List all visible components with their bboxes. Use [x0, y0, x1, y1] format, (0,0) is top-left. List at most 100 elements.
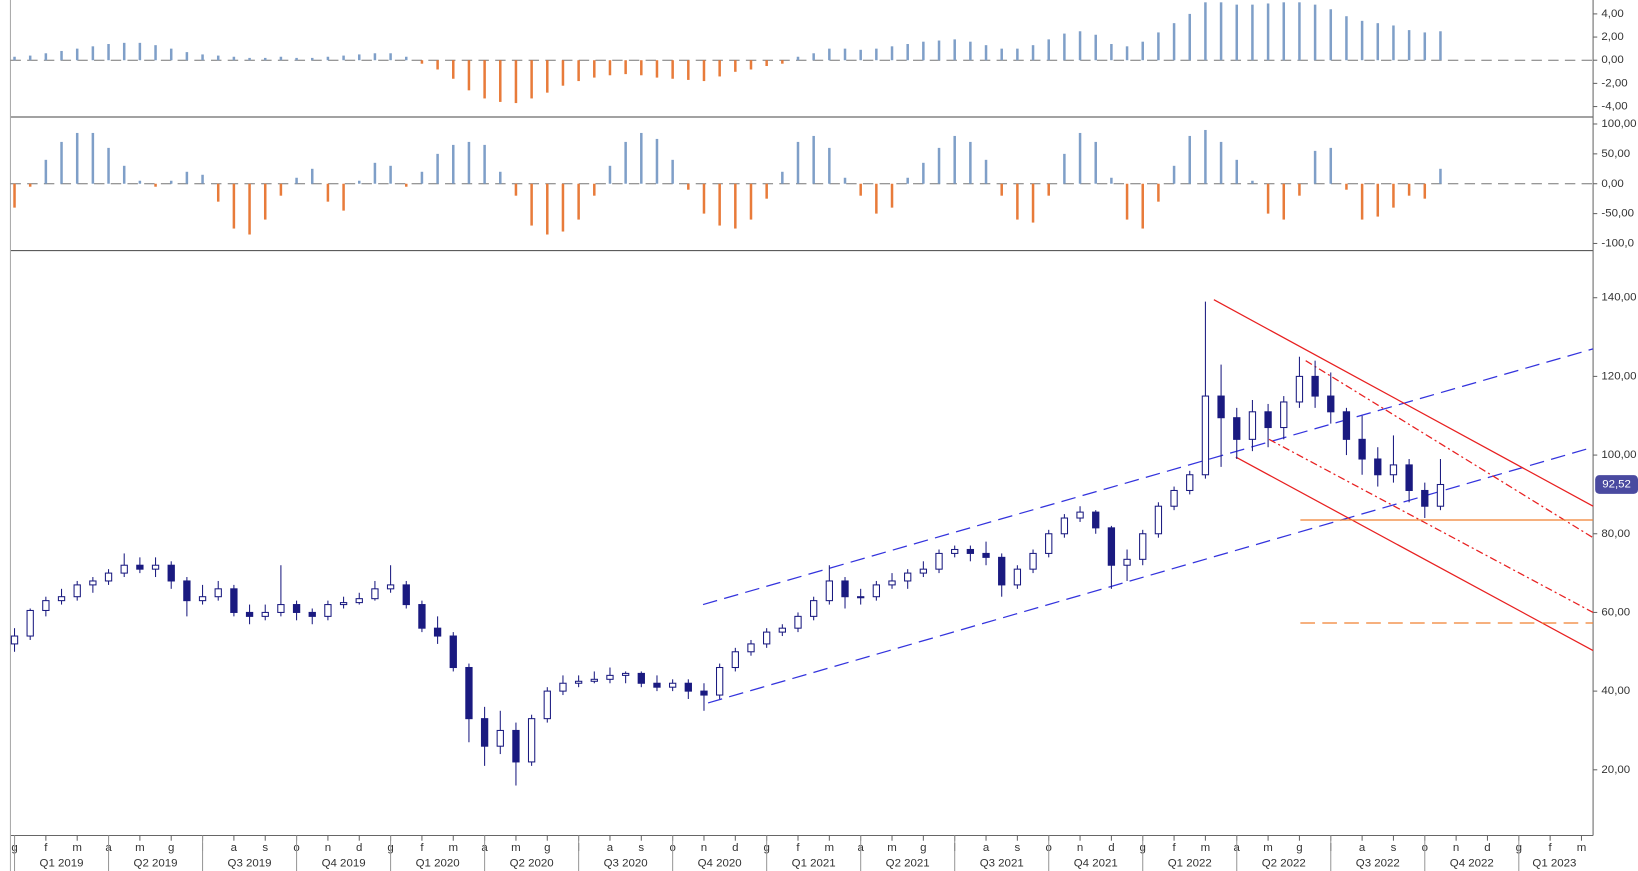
candle-body — [512, 729, 520, 763]
y-tick-label: 100,00 — [1601, 449, 1636, 461]
histogram-bar — [906, 177, 909, 184]
candle-body — [433, 627, 442, 637]
x-tick-label: s — [1015, 842, 1021, 854]
candle-body — [104, 572, 113, 582]
candle-body — [527, 718, 536, 763]
histogram-bar — [169, 180, 173, 184]
candle-body — [731, 651, 739, 669]
histogram-bar — [608, 60, 612, 76]
quarter-label: Q3 2021 — [980, 858, 1024, 870]
histogram-bar — [530, 183, 533, 226]
candle-body — [151, 564, 160, 570]
candle-body — [1217, 395, 1225, 419]
candle-body — [857, 596, 865, 599]
histogram-bar — [671, 159, 674, 184]
histogram-bar — [1125, 183, 1129, 220]
y-tick-label: 0,00 — [1601, 54, 1623, 66]
candle-body — [1421, 489, 1429, 507]
candle-body — [1060, 517, 1069, 535]
candle-body — [339, 602, 348, 606]
x-tick-label: f — [796, 842, 800, 854]
histogram-bar — [796, 56, 800, 61]
histogram-bar — [546, 183, 549, 235]
candle-body — [1045, 533, 1053, 554]
y-tick-label: 20,00 — [1601, 764, 1630, 776]
candle-body — [998, 556, 1006, 586]
y-tick-label: 60,00 — [1601, 606, 1630, 618]
histogram-bar — [687, 60, 690, 80]
candle-body — [1264, 411, 1272, 429]
histogram-bar — [310, 168, 314, 184]
histogram-bar — [765, 183, 768, 199]
quarter-label: Q2 2022 — [1262, 858, 1306, 870]
histogram-bar — [1251, 180, 1254, 184]
histogram-bar — [342, 55, 345, 61]
histogram-bar — [608, 165, 612, 184]
histogram-bar — [232, 56, 236, 61]
histogram-bar — [1235, 4, 1239, 61]
histogram-bar — [702, 60, 706, 82]
quarter-label: Q4 2019 — [322, 858, 366, 870]
histogram-bar — [514, 183, 518, 196]
x-tick-label: d — [1484, 842, 1490, 854]
x-tick-label: a — [607, 842, 614, 854]
histogram-bar — [859, 183, 862, 196]
candle-body — [621, 672, 630, 676]
candle-body — [167, 564, 175, 582]
histogram-bar — [1376, 183, 1380, 217]
x-tick-label: n — [325, 842, 331, 854]
histogram-bar — [1000, 48, 1003, 61]
histogram-bar — [969, 141, 972, 184]
histogram-bar — [640, 60, 643, 76]
x-tick-label: f — [44, 842, 48, 854]
histogram-bar — [922, 162, 925, 184]
candle-body — [1311, 375, 1319, 397]
x-tick-label: d — [1108, 842, 1114, 854]
x-tick-label: m — [887, 842, 897, 854]
candle-body — [715, 666, 724, 696]
histogram-bar — [452, 60, 455, 79]
histogram-bar — [812, 135, 815, 184]
histogram-bar — [687, 183, 690, 190]
x-tick-label: m — [1263, 842, 1273, 854]
histogram-bar — [1298, 2, 1301, 61]
quarter-label: Q4 2021 — [1074, 858, 1118, 870]
histogram-bar — [828, 48, 831, 61]
histogram-bar — [734, 60, 737, 72]
histogram-bar — [483, 144, 486, 184]
candle-body — [42, 600, 50, 611]
candle-body — [496, 729, 504, 747]
candle-body — [418, 604, 426, 629]
candle-body — [1327, 395, 1335, 413]
x-tick-label: m — [1201, 842, 1211, 854]
histogram-bar — [436, 60, 439, 70]
candle-body — [183, 580, 191, 602]
histogram-bar — [1031, 183, 1035, 223]
y-tick-label: -2,00 — [1601, 77, 1627, 89]
histogram-bar — [436, 153, 439, 184]
histogram-bar — [984, 159, 988, 184]
candle-body — [747, 643, 755, 653]
candle-body — [1139, 533, 1147, 560]
histogram-bar — [373, 162, 377, 184]
histogram-bar — [843, 177, 847, 184]
x-tick-label: n — [1077, 842, 1083, 854]
histogram-bar — [1313, 4, 1317, 61]
histogram-bar — [1298, 183, 1301, 196]
histogram-bar — [420, 60, 424, 64]
histogram-bar — [1094, 141, 1097, 184]
histogram-bar — [483, 60, 486, 99]
histogram-bar — [185, 52, 189, 61]
histogram-bar — [1110, 44, 1113, 61]
x-tick-label: m — [511, 842, 521, 854]
histogram-bar — [1016, 183, 1019, 220]
histogram-bar — [1094, 34, 1097, 61]
histogram-bar — [640, 132, 643, 184]
histogram-bar — [1360, 183, 1364, 220]
histogram-bar — [655, 60, 659, 78]
quarter-label: Q1 2022 — [1168, 858, 1212, 870]
histogram-bar — [906, 44, 909, 61]
candle-body — [982, 552, 990, 558]
histogram-bar — [1172, 165, 1176, 184]
